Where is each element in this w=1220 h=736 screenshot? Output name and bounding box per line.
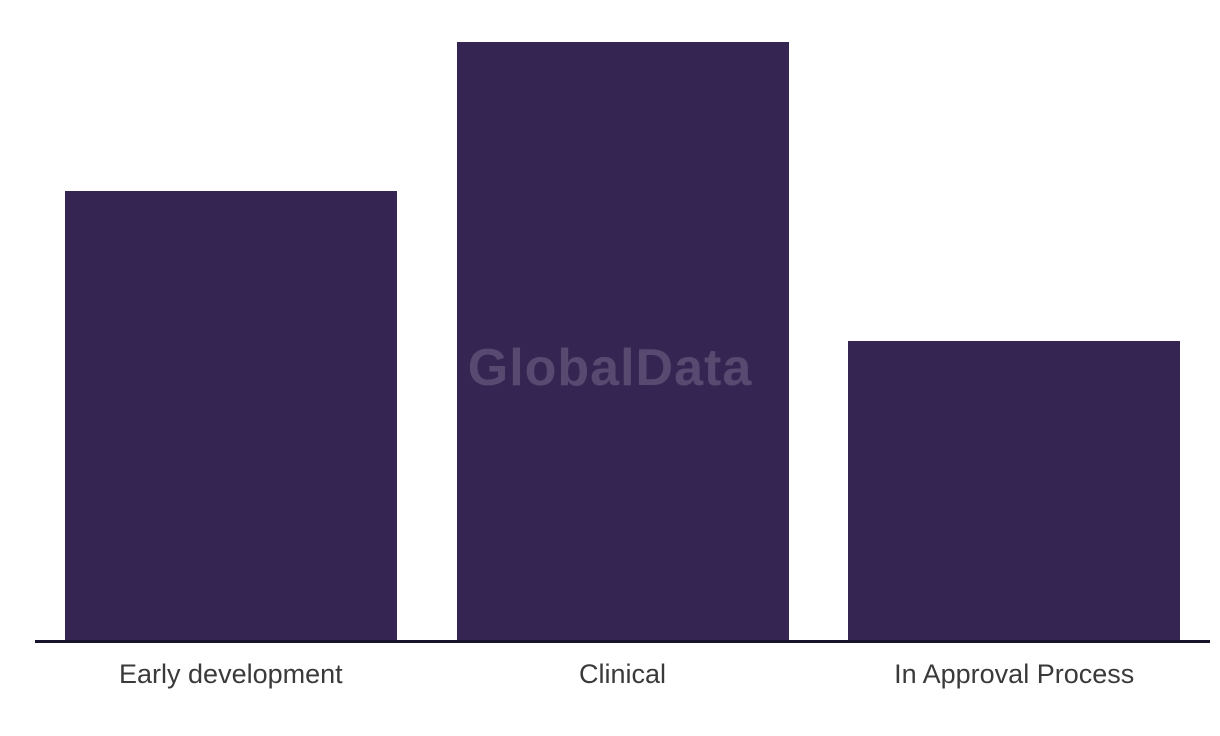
x-axis-labels: Early development Clinical In Approval P…	[35, 643, 1210, 690]
x-axis-label-early-development: Early development	[119, 659, 343, 689]
bar-clinical	[456, 42, 789, 640]
bar-slot-early-development	[35, 0, 427, 640]
x-axis-label-clinical: Clinical	[578, 659, 667, 689]
x-axis-label-in-approval-process: In Approval Process	[894, 659, 1135, 689]
bar-in-approval-process	[848, 341, 1181, 640]
bar-slot-clinical	[427, 0, 819, 640]
bar-early-development	[64, 191, 397, 640]
plot-area	[35, 0, 1210, 643]
bar-slot-in-approval-process	[818, 0, 1210, 640]
